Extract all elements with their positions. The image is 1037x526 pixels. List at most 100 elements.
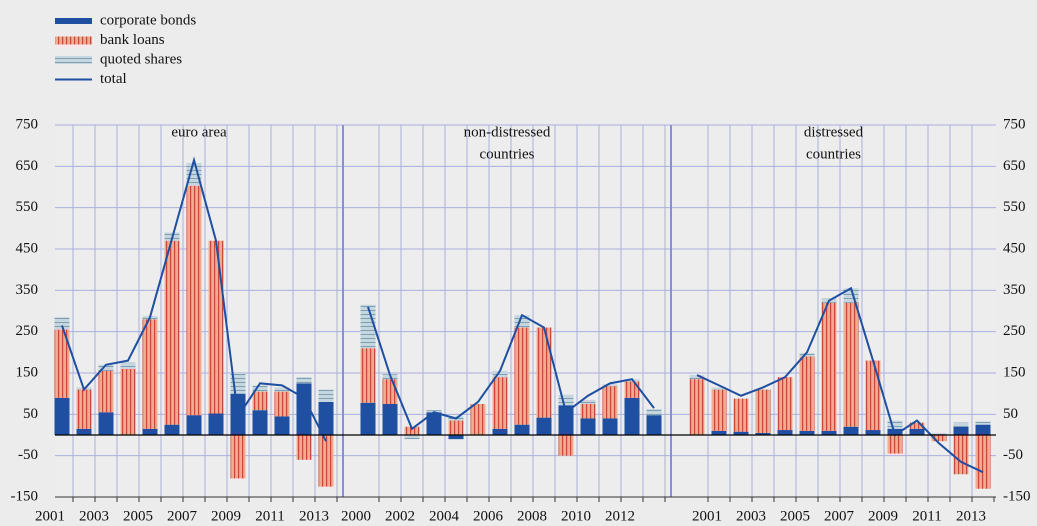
bar-segment [492,377,508,429]
bar-segment [602,418,618,435]
bar-segment [689,379,705,435]
bar-segment [689,375,705,380]
legend-swatch [55,18,92,24]
panel-title: distressed [804,124,864,140]
bar-segment [164,240,180,425]
bar-segment [733,398,749,432]
bar-segment [382,379,398,404]
bar-segment [164,424,180,435]
bar-segment [711,430,727,435]
panel-title: non-distressed [464,124,551,140]
bar-segment [186,185,202,416]
bar-segment [76,428,92,435]
bar-segment [274,391,290,417]
bar-segment [887,435,903,454]
bar-segment [953,435,969,475]
bar-segment [274,387,290,392]
bar-segment [580,404,596,419]
y-tick-label-right: 50 [1003,406,1018,422]
bar-segment [711,387,727,390]
x-tick-label: 2007 [167,508,198,524]
y-tick-label-right: 550 [1003,199,1026,215]
legend-label: total [100,71,127,87]
bar-segment [646,408,662,416]
bar-segment [909,422,925,429]
x-tick-label: 2008 [517,508,547,524]
legend-label: bank loans [100,32,165,48]
bar-segment [975,421,991,425]
legend-label: quoted shares [100,51,182,67]
x-tick-label: 2000 [341,508,371,524]
x-tick-label: 2003 [736,508,766,524]
bar-segment [624,381,640,398]
x-tick-label: 2005 [123,508,153,524]
y-tick-label: 650 [16,158,39,174]
bar-segment [318,435,334,487]
bar-segment [536,417,552,435]
bar-segment [975,424,991,435]
x-tick-label: 2002 [385,508,415,524]
bar-segment [54,329,70,398]
bar-segment [536,327,552,418]
x-tick-label: 2013 [299,508,329,524]
x-tick-label: 2009 [211,508,241,524]
bar-segment [711,389,727,431]
bar-segment [448,420,464,435]
bar-segment [953,422,969,427]
y-tick-label-right: 750 [1003,116,1026,132]
bar-segment [624,397,640,435]
bar-segment [931,435,947,442]
bar-segment [360,304,376,349]
bar-segment [799,356,815,431]
legend-swatch [55,36,92,45]
bar-segment [274,416,290,435]
bar-segment [646,415,662,435]
y-tick-label: 350 [16,282,39,298]
y-tick-label: 50 [23,406,38,422]
bar-segment [865,430,881,435]
x-tick-label: 2007 [824,508,855,524]
total-line [367,306,655,431]
bar-segment [843,426,859,435]
bar-segment [318,389,334,402]
y-tick-label: -50 [18,447,38,463]
bar-segment [448,435,464,440]
x-tick-label: 2009 [868,508,898,524]
bar-segment [602,384,618,387]
bar-segment [887,420,903,429]
bar-segment [953,426,969,435]
bar-segment [426,412,442,435]
bar-segment [580,399,596,404]
bar-segment [98,364,114,371]
bar-segment [755,389,771,433]
bar-segment [318,401,334,435]
x-tick-label: 2003 [79,508,109,524]
bar-segment [98,370,114,413]
total-line [61,156,327,442]
y-tick-label-right: 350 [1003,282,1026,298]
panel-title: countries [806,146,861,162]
bar-segment [821,430,837,435]
bar-segment [142,319,158,429]
bar-segment [230,435,246,479]
bar-segment [142,428,158,435]
y-tick-label-right: 650 [1003,158,1026,174]
bar-segment [777,430,793,435]
bar-segment [492,370,508,378]
total-line [696,286,984,474]
bar-segment [360,402,376,435]
y-tick-label: 250 [16,323,39,339]
bar-segment [821,302,837,431]
bar-segment [558,405,574,435]
bar-segment [186,163,202,186]
panel-title: countries [480,146,535,162]
x-tick-label: 2011 [255,508,284,524]
bar-segment [799,353,815,357]
bar-segment [975,435,991,489]
x-tick-label: 2010 [561,508,591,524]
bar-segment [514,327,530,425]
y-tick-label-right: 450 [1003,240,1026,256]
y-tick-label-right: 250 [1003,323,1026,339]
bar-segment [580,418,596,435]
y-tick-label-right: 150 [1003,364,1026,380]
